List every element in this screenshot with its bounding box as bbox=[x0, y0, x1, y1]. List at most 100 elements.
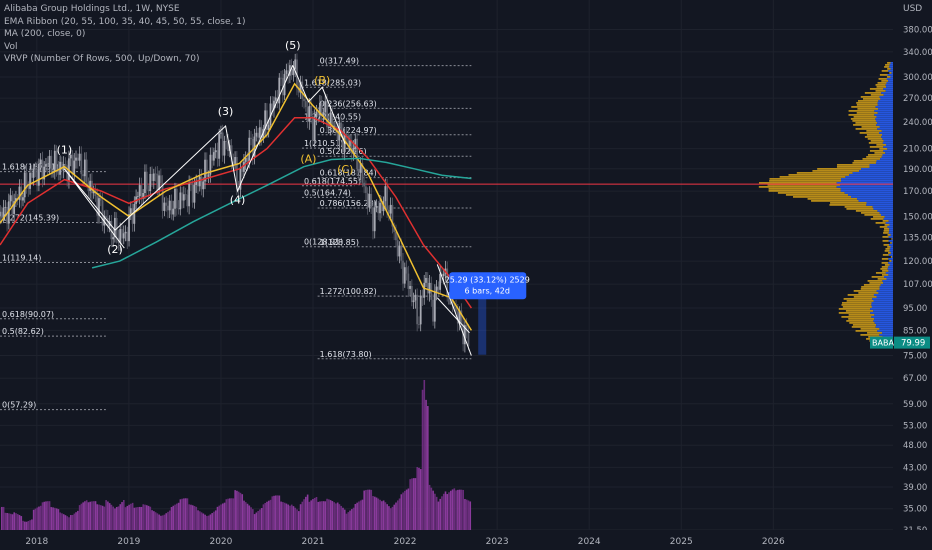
volume-bar bbox=[11, 514, 14, 530]
volume-bar bbox=[252, 509, 254, 530]
candle-body bbox=[363, 182, 366, 187]
legend-symbol[interactable]: Alibaba Group Holdings Ltd., 1W, NYSE bbox=[4, 4, 180, 14]
volume-bar bbox=[161, 515, 164, 530]
vrvp-row-up bbox=[876, 124, 893, 126]
candle-body bbox=[181, 192, 183, 201]
legend-volume[interactable]: Vol bbox=[4, 41, 18, 52]
vrvp-row-up bbox=[888, 236, 893, 238]
volume-bar bbox=[176, 503, 178, 530]
wedge-line-upper bbox=[436, 264, 472, 356]
volume-bar bbox=[464, 498, 466, 530]
vrvp-row-up bbox=[869, 164, 893, 166]
volume-bar bbox=[241, 494, 244, 530]
vrvp-row-down bbox=[889, 72, 892, 74]
candle-body bbox=[175, 188, 178, 208]
vrvp-row-up bbox=[859, 170, 893, 172]
vrvp-row-up bbox=[852, 172, 893, 174]
candle-body bbox=[64, 163, 67, 166]
volume-bar bbox=[267, 500, 270, 530]
candle-body bbox=[99, 198, 102, 201]
vrvp-row-down bbox=[883, 244, 890, 246]
candle-body bbox=[131, 208, 134, 224]
volume-bar bbox=[98, 504, 100, 530]
price-tick-label: 107.00 bbox=[903, 280, 932, 290]
time-tick-label: 2022 bbox=[394, 537, 417, 547]
volume-bar bbox=[188, 504, 191, 530]
candle-body bbox=[184, 194, 187, 196]
volume-bar bbox=[117, 506, 120, 530]
vrvp-row-up bbox=[889, 228, 893, 230]
volume-bar bbox=[336, 502, 339, 530]
candle-body bbox=[46, 164, 49, 168]
volume-bar bbox=[437, 501, 440, 530]
candle-body bbox=[156, 173, 159, 190]
candle-body bbox=[0, 211, 1, 217]
candle-body bbox=[368, 193, 371, 208]
time-tick-label: 2023 bbox=[486, 537, 509, 547]
candle-body bbox=[32, 168, 35, 178]
volume-bar bbox=[419, 469, 422, 530]
vrvp-row-down bbox=[853, 116, 877, 118]
vrvp-row-down bbox=[881, 262, 889, 264]
vrvp-row-down bbox=[777, 192, 845, 194]
volume-bar bbox=[338, 504, 341, 530]
volume-bar bbox=[43, 501, 46, 530]
volume-bar bbox=[108, 503, 111, 530]
candle-body bbox=[379, 202, 381, 214]
vrvp-row-down bbox=[886, 76, 891, 78]
legend-ma200[interactable]: MA (200, close, 0) bbox=[4, 29, 86, 39]
candle-body bbox=[223, 140, 226, 156]
legend-ema-ribbon[interactable]: EMA Ribbon (20, 55, 100, 35, 40, 45, 50,… bbox=[4, 16, 246, 27]
time-axis[interactable] bbox=[0, 530, 932, 550]
vrvp-row-down bbox=[848, 110, 875, 112]
candle-body bbox=[239, 167, 242, 190]
volume-bar bbox=[204, 514, 206, 530]
candle-body bbox=[198, 176, 201, 187]
volume-bar bbox=[455, 490, 457, 530]
measure-tooltip bbox=[449, 272, 527, 300]
vrvp-row-up bbox=[889, 230, 893, 232]
volume-bar bbox=[114, 508, 116, 530]
volume-bar bbox=[255, 512, 258, 530]
measure-tooltip-line1: 25.29 (33.12%) 2529 bbox=[445, 275, 530, 284]
vrvp-row-up bbox=[889, 244, 893, 246]
candle-body bbox=[186, 194, 189, 207]
vrvp-row-down bbox=[879, 74, 888, 76]
price-tick-label: 75.00 bbox=[903, 352, 927, 362]
volume-bar bbox=[396, 500, 399, 530]
ma200-line bbox=[91, 157, 472, 269]
candle-body bbox=[271, 103, 274, 110]
volume-bar bbox=[388, 506, 390, 530]
candle-body bbox=[338, 122, 341, 141]
vrvp-row-down bbox=[870, 218, 884, 220]
vrvp-row-down bbox=[861, 212, 880, 214]
volume-bar bbox=[213, 511, 215, 530]
fib-label: 1.618(187.31) bbox=[2, 163, 59, 172]
vrvp-row-up bbox=[891, 260, 893, 262]
vrvp-row-down bbox=[870, 140, 884, 142]
volume-profile bbox=[758, 62, 893, 346]
fib-label: 1.272(100.82) bbox=[320, 287, 377, 296]
price-tick-label: 380.00 bbox=[903, 25, 932, 35]
vrvp-row-up bbox=[885, 272, 893, 274]
vrvp-row-up bbox=[888, 274, 893, 276]
candle-body bbox=[336, 128, 339, 141]
vrvp-row-down bbox=[812, 170, 860, 172]
volume-bar bbox=[322, 501, 325, 530]
candle-body bbox=[308, 105, 311, 122]
measure-tool[interactable]: 25.29 (33.12%) 2529 6 bars, 42d bbox=[445, 272, 530, 355]
volume-bar bbox=[179, 499, 182, 530]
volume-bar bbox=[158, 514, 160, 530]
vrvp-row-up bbox=[890, 62, 893, 64]
volume-bar bbox=[253, 514, 256, 530]
vrvp-row-down bbox=[850, 118, 876, 120]
vrvp-row-up bbox=[879, 286, 893, 288]
vrvp-row-up bbox=[876, 160, 893, 162]
price-axis[interactable] bbox=[893, 0, 932, 530]
current-price-tag[interactable]: BABA 79.99 bbox=[870, 336, 930, 349]
vrvp-row-down bbox=[845, 310, 874, 312]
volume-bar bbox=[16, 514, 19, 530]
vrvp-row-down bbox=[882, 240, 889, 242]
legend-vrvp[interactable]: VRVP (Number Of Rows, 500, Up/Down, 70) bbox=[4, 54, 200, 64]
